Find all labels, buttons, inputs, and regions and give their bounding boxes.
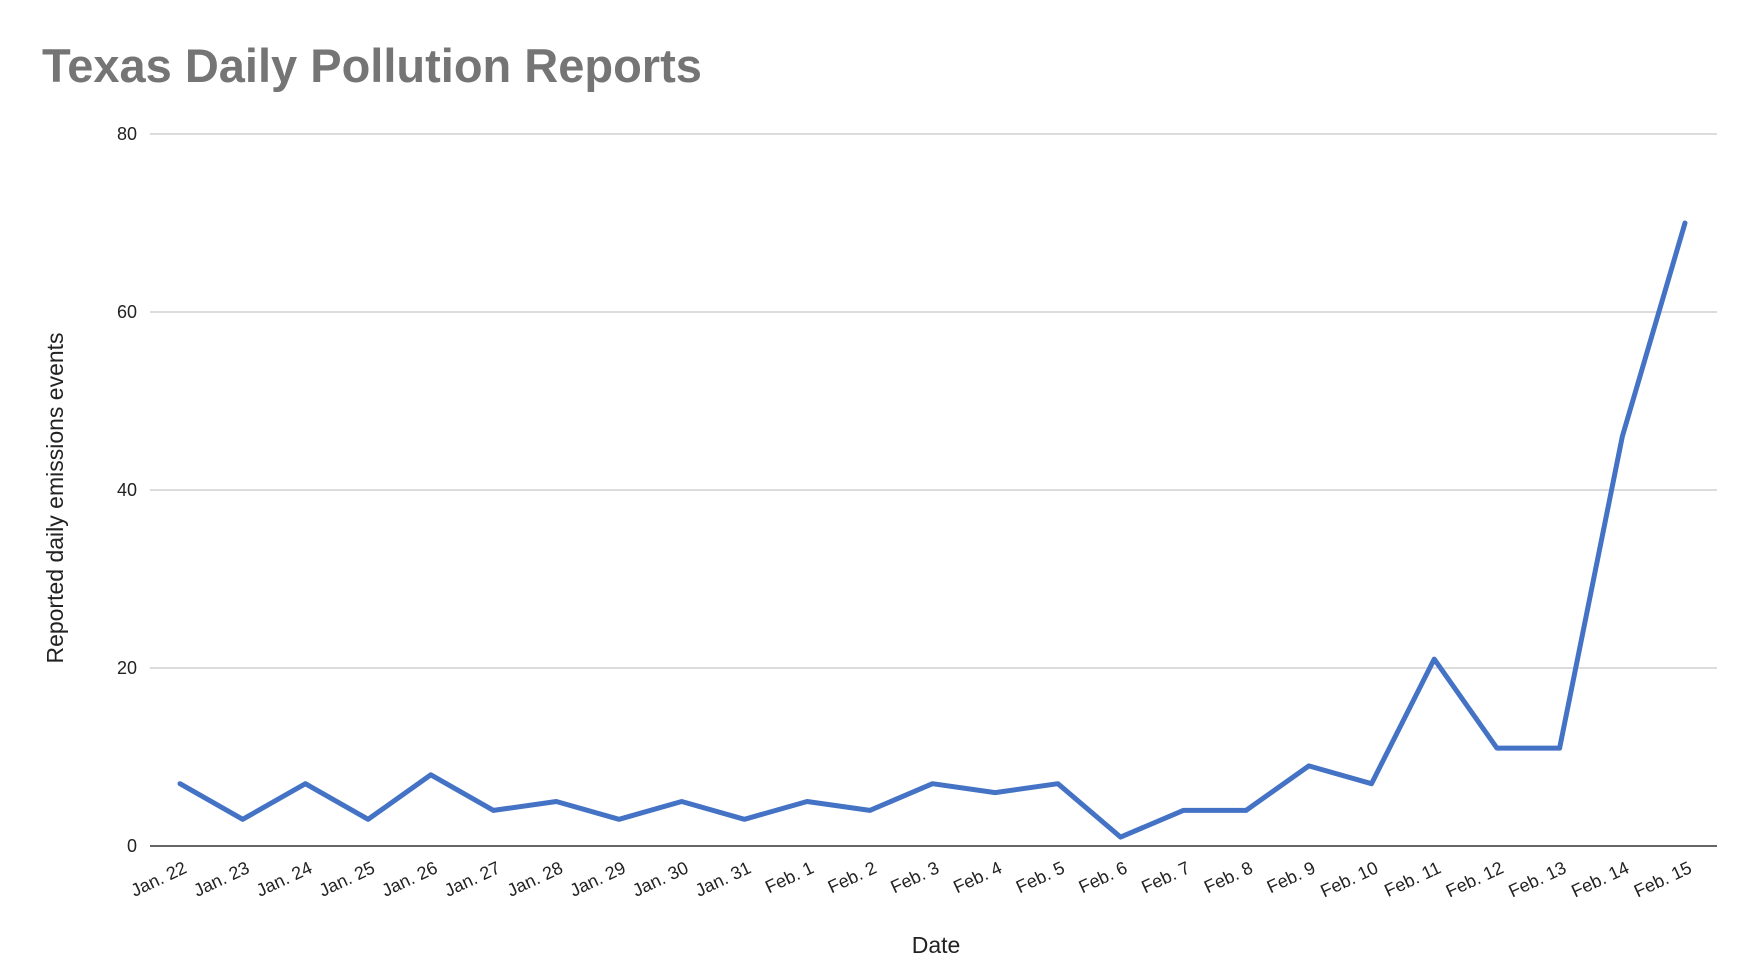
x-tick-label: Feb. 8 [1201, 857, 1256, 897]
x-tick-label: Jan. 30 [629, 857, 691, 900]
x-tick-label: Jan. 25 [316, 857, 378, 900]
x-axis-ticks: Jan. 22 Jan. 23 Jan. 24 Jan. 25 Jan. 26 Jan. … [128, 857, 1695, 901]
series-layer [177, 220, 1688, 840]
y-tick-label: 40 [117, 480, 137, 500]
x-tick-label: Feb. 6 [1076, 857, 1131, 897]
x-tick-label: Jan. 28 [504, 857, 566, 900]
x-tick-label: Feb. 15 [1631, 857, 1695, 901]
gridlines [150, 133, 1717, 847]
x-tick-label: Jan. 26 [379, 857, 441, 900]
x-tick-label: Feb. 14 [1568, 857, 1632, 901]
x-tick-label: Feb. 13 [1505, 857, 1569, 901]
x-tick-label: Jan. 31 [692, 857, 754, 900]
x-tick-label: Feb. 5 [1013, 857, 1068, 897]
x-tick-label: Jan. 27 [441, 857, 503, 900]
x-tick-label: Jan. 23 [190, 857, 252, 900]
x-tick-label: Jan. 22 [128, 857, 190, 900]
y-tick-label: 80 [117, 124, 137, 144]
y-axis-title: Reported daily emissions events [42, 332, 68, 663]
x-tick-label: Feb. 3 [887, 857, 942, 897]
y-tick-label: 0 [127, 836, 137, 856]
x-tick-label: Feb. 12 [1443, 857, 1507, 901]
x-tick-label: Feb. 11 [1381, 857, 1444, 900]
chart-title: Texas Daily Pollution Reports [42, 39, 702, 92]
y-tick-label: 20 [117, 658, 137, 678]
x-tick-label: Feb. 10 [1317, 857, 1381, 901]
x-tick-label: Feb. 9 [1264, 857, 1319, 897]
x-tick-label: Feb. 4 [950, 857, 1005, 897]
y-tick-label: 60 [117, 302, 137, 322]
series-line [177, 220, 1688, 840]
x-tick-label: Feb. 7 [1138, 857, 1193, 897]
x-tick-label: Feb. 2 [825, 857, 880, 897]
x-tick-label: Jan. 29 [567, 857, 629, 900]
x-axis-title: Date [912, 932, 961, 958]
x-tick-label: Feb. 1 [762, 857, 817, 897]
y-axis-ticks: 0 20 40 60 80 [117, 124, 137, 856]
x-tick-label: Jan. 24 [253, 857, 315, 900]
